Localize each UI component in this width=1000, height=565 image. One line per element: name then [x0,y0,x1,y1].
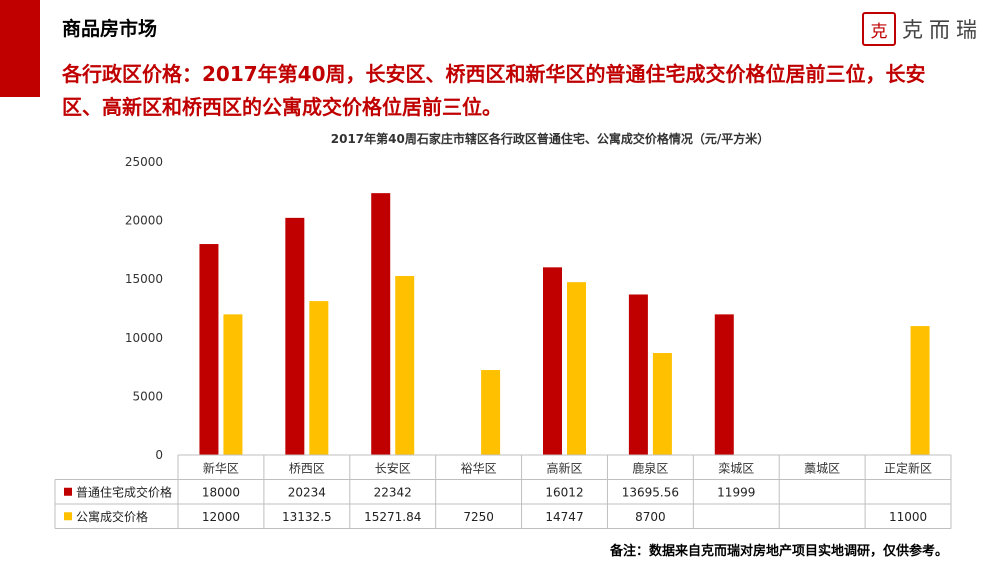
x-tick-label: 藁城区 [804,461,840,475]
data-label: 12000 [202,510,240,524]
y-tick-label: 10000 [125,331,163,345]
brand-name: 克而瑞 [902,18,983,42]
seal-icon: 克 [862,12,896,46]
legend-swatch [64,512,72,521]
bar [714,314,734,455]
footnote: 备注：数据来自克而瑞对房地产项目实地调研，仅供参考。 [609,544,948,559]
bar [371,193,391,455]
chart-title: 2017年第40周石家庄市辖区各行政区普通住宅、公寓成交价格情况（元/平方米） [330,132,770,146]
data-label: 20234 [288,485,326,499]
data-label: 15271.84 [364,510,421,524]
bar [567,282,586,455]
x-tick-label: 鹿泉区 [632,460,668,475]
bar [652,353,672,455]
data-label: 18000 [202,485,240,499]
data-label: 8700 [635,510,666,524]
data-label: 11000 [889,510,927,524]
x-tick-label: 新华区 [203,460,239,475]
headline-line-1: 各行政区价格：2017年第40周，长安区、桥西区和新华区的普通住宅成交价格位居前… [62,62,926,86]
data-label: 14747 [545,510,583,524]
y-tick-label: 15000 [125,272,163,286]
x-tick-label: 桥西区 [289,461,325,475]
x-tick-label: 高新区 [546,460,582,475]
x-tick-label: 裕华区 [461,460,497,475]
headline-line-2: 区、高新区和桥西区的公寓成交价格位居前三位。 [62,95,502,119]
bar [309,301,329,455]
bar [285,217,305,455]
legend-swatch [64,487,72,496]
data-label: 11999 [717,485,755,499]
bar [543,267,562,455]
bar [628,294,648,455]
data-label: 22342 [374,485,412,499]
bar [199,244,219,455]
legend-label: 普通住宅成交价格 [76,484,172,499]
bar [910,326,930,455]
bar [223,314,243,455]
brand-logo: 克 克而瑞 [862,12,983,46]
bar [481,370,501,455]
data-label: 13132.5 [282,510,332,524]
x-tick-label: 长安区 [375,460,411,475]
accent-bar [0,0,40,97]
y-tick-label: 0 [155,448,163,462]
data-label: 16012 [545,485,583,499]
y-tick-label: 25000 [125,155,163,169]
y-tick-label: 5000 [132,389,163,403]
y-tick-label: 20000 [125,214,163,228]
headline: 各行政区价格：2017年第40周，长安区、桥西区和新华区的普通住宅成交价格位居前… [62,58,992,124]
section-title: 商品房市场 [62,18,158,40]
legend-label: 公寓成交价格 [76,509,148,524]
bar [395,276,415,455]
x-tick-label: 栾城区 [718,460,754,475]
data-label: 7250 [463,510,494,524]
x-tick-label: 正定新区 [884,460,932,475]
data-label: 13695.56 [622,485,679,499]
